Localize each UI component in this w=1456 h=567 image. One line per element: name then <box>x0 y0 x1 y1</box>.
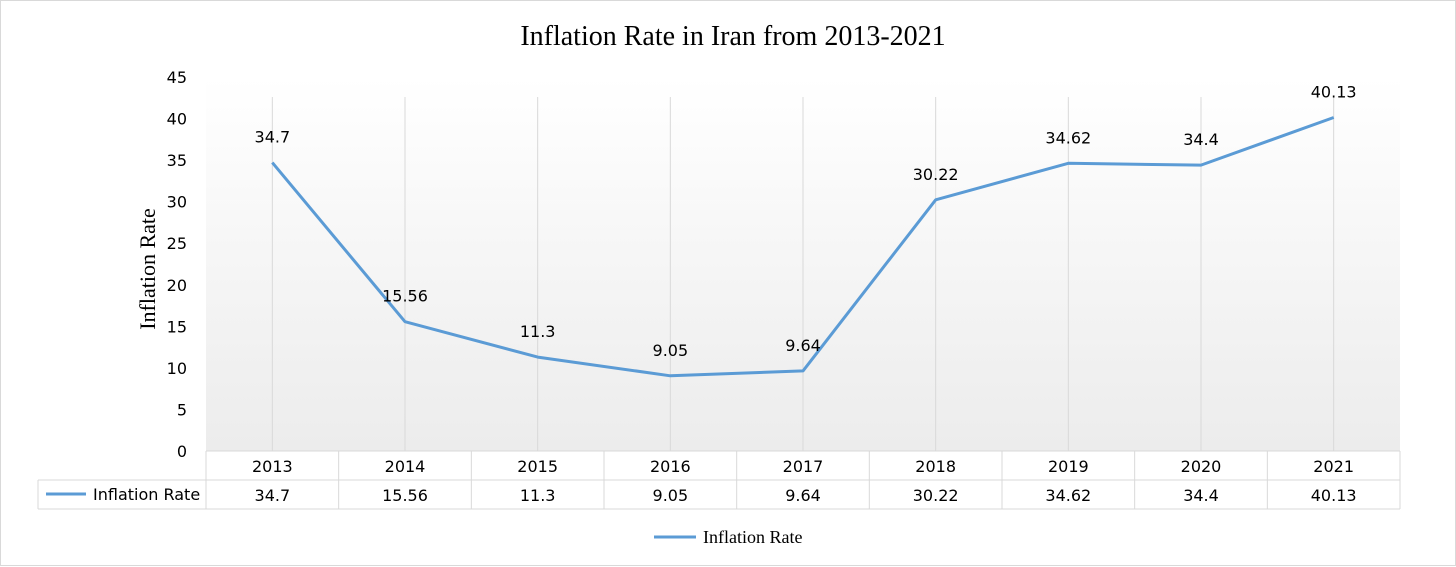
y-tick-label: 10 <box>167 359 187 378</box>
legend-label: Inflation Rate <box>703 527 802 547</box>
chart-title: Inflation Rate in Iran from 2013-2021 <box>520 21 945 52</box>
legend: Inflation Rate <box>654 527 802 547</box>
data-label: 9.05 <box>653 341 689 360</box>
y-axis-title: Inflation Rate <box>135 208 160 330</box>
y-tick-label: 15 <box>167 317 187 336</box>
x-tick-label: 2019 <box>1048 457 1089 476</box>
data-label: 11.3 <box>520 322 556 341</box>
data-label: 9.64 <box>785 336 821 355</box>
table-value-cell: 11.3 <box>520 486 556 505</box>
x-tick-label: 2013 <box>252 457 293 476</box>
y-tick-label: 0 <box>177 442 187 461</box>
table-value-cell: 34.62 <box>1045 486 1091 505</box>
table-value-cell: 40.13 <box>1311 486 1357 505</box>
data-label: 40.13 <box>1311 82 1357 101</box>
x-tick-label: 2016 <box>650 457 691 476</box>
table-value-cell: 34.7 <box>255 486 291 505</box>
x-tick-label: 2015 <box>517 457 558 476</box>
y-tick-label: 40 <box>167 110 187 129</box>
y-tick-label: 35 <box>167 151 187 170</box>
y-tick-label: 25 <box>167 234 187 253</box>
series-line <box>271 116 1335 378</box>
table-value-cell: 30.22 <box>913 486 959 505</box>
y-tick-label: 5 <box>177 400 187 419</box>
table-value-cell: 9.64 <box>785 486 821 505</box>
table-value-cell: 34.4 <box>1183 486 1219 505</box>
x-tick-label: 2018 <box>915 457 956 476</box>
table-value-cell: 15.56 <box>382 486 428 505</box>
data-label: 30.22 <box>913 165 959 184</box>
table-series-name: Inflation Rate <box>93 485 200 504</box>
data-label: 34.4 <box>1183 130 1219 149</box>
y-tick-label: 45 <box>167 68 187 87</box>
data-label: 34.62 <box>1045 128 1091 147</box>
data-label: 34.7 <box>255 128 291 147</box>
x-tick-label: 2017 <box>783 457 824 476</box>
y-tick-label: 30 <box>167 193 187 212</box>
y-tick-label: 20 <box>167 276 187 295</box>
x-tick-label: 2020 <box>1181 457 1222 476</box>
x-tick-label: 2021 <box>1313 457 1354 476</box>
x-tick-label: 2014 <box>385 457 426 476</box>
data-label: 15.56 <box>382 287 428 306</box>
table-value-cell: 9.05 <box>653 486 689 505</box>
